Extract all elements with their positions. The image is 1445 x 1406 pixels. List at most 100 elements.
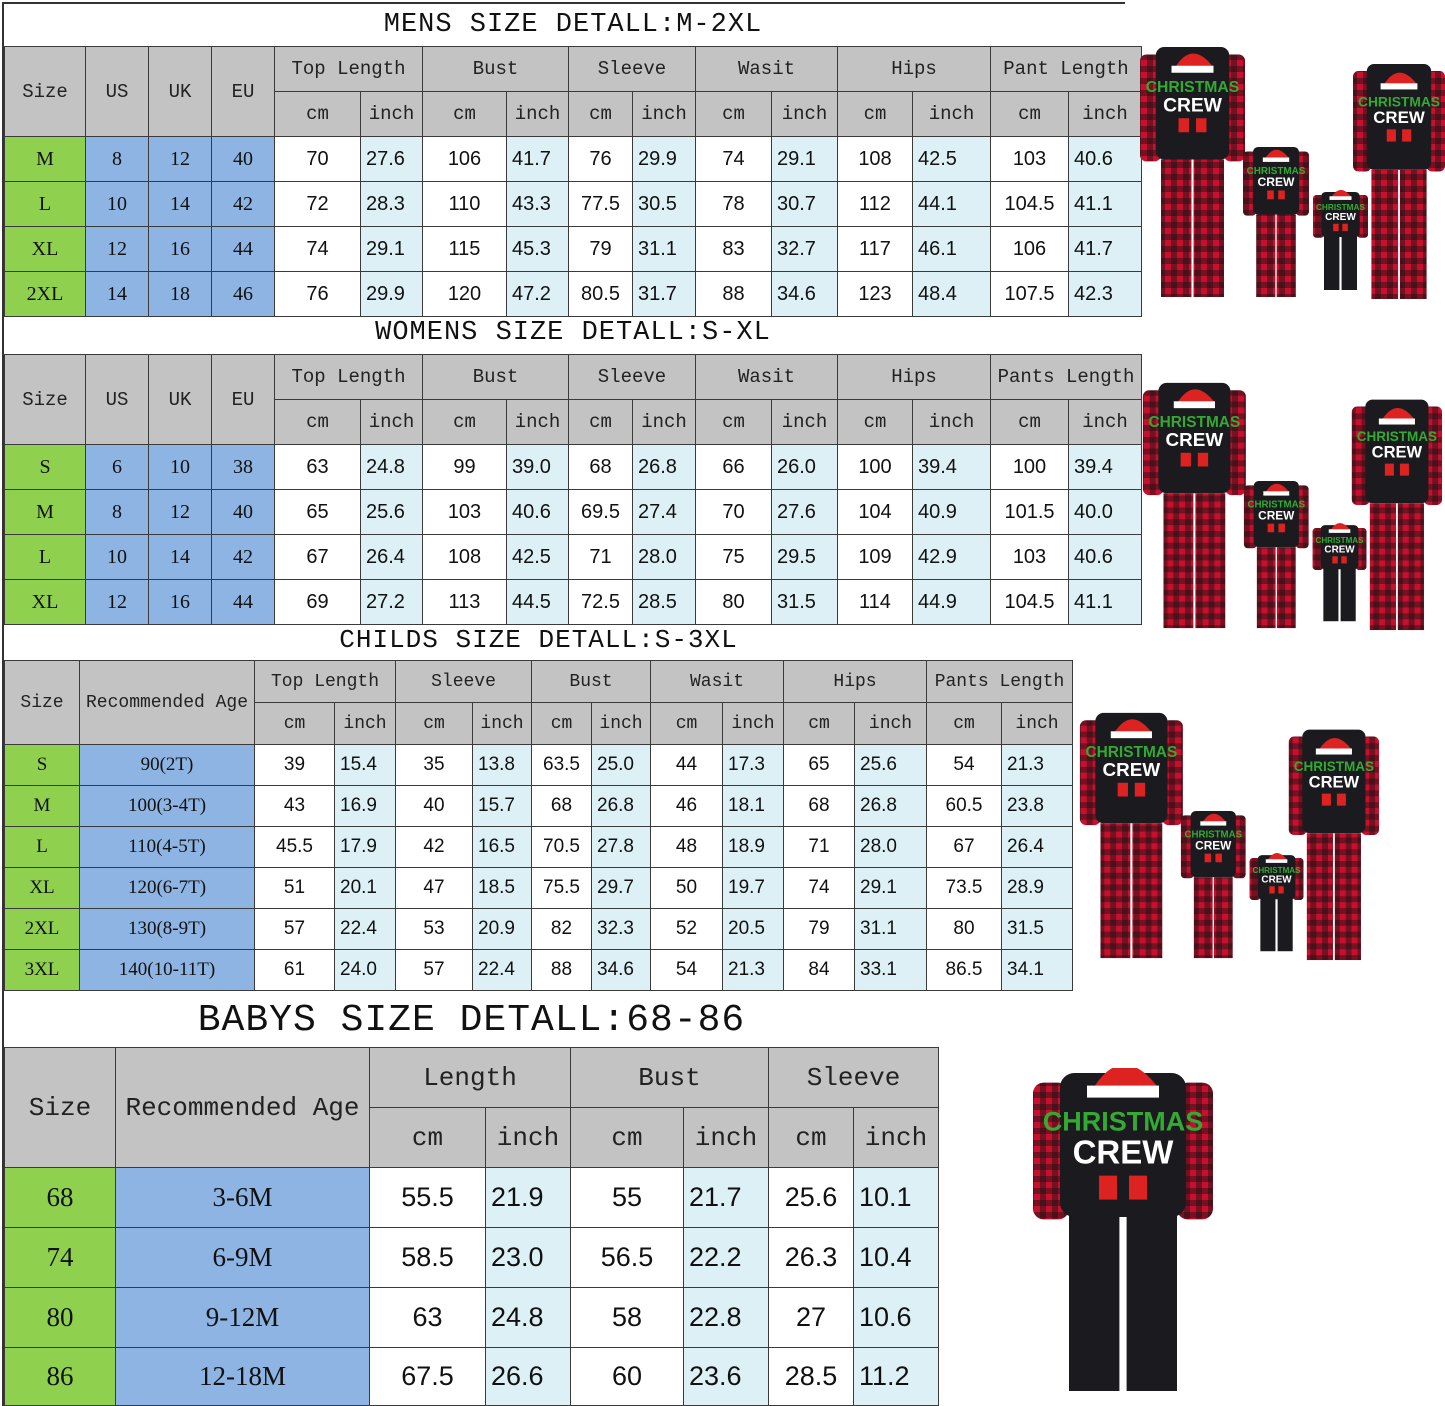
svg-text:CREW: CREW: [1258, 175, 1296, 189]
header-group-hips: Hips: [838, 47, 990, 91]
sleeve-right: [1423, 406, 1443, 506]
inch-value-cell: 40.6: [1069, 535, 1141, 579]
mens-table-grid: Size US UK EU Top Length cm inch Bust cm inch Slee…: [4, 46, 1142, 317]
cm-value-cell: 100: [838, 445, 912, 489]
cm-value-cell: 107.5: [991, 272, 1068, 316]
cm-value-cell: 123: [838, 272, 912, 316]
inch-value-cell: 26.8: [855, 786, 926, 826]
inch-value-cell: 41.7: [507, 137, 568, 181]
cm-value-cell: 80: [927, 909, 1001, 949]
pajama-figure: [1140, 47, 1245, 297]
pant-leg-right: [1276, 547, 1296, 629]
pajama-figure: [1288, 729, 1380, 961]
header-group-sleeve: Sleeve: [769, 1048, 938, 1107]
pajama-figure: [1142, 382, 1246, 629]
inch-value-cell: 32.3: [592, 909, 650, 949]
shirt-body: [1190, 810, 1236, 878]
size-cell: XL: [5, 868, 79, 908]
shirt-body: [1366, 64, 1432, 170]
cm-value-cell: 58.5: [370, 1228, 485, 1287]
inch-value-cell: 41.1: [1069, 580, 1141, 624]
header-unit-inch: inch: [507, 400, 568, 444]
header-unit-inch: inch: [592, 703, 650, 744]
conversion-cell: 14: [86, 272, 148, 316]
inch-value-cell: 42.9: [913, 535, 990, 579]
pant-leg-right: [1193, 159, 1224, 297]
header-unit-cm: cm: [927, 703, 1001, 744]
inch-value-cell: 47.2: [507, 272, 568, 316]
shirt-body: [1252, 147, 1300, 215]
pant-leg-left: [1161, 159, 1192, 297]
cm-value-cell: 74: [275, 227, 360, 271]
childs-table-grid: Size Recommended Age Top Length cm inch Sleev…: [4, 660, 1073, 991]
header-unit-cm: cm: [275, 92, 360, 136]
conversion-cell: 44: [212, 580, 274, 624]
conversion-cell: 38: [212, 445, 274, 489]
svg-text:CREW: CREW: [1073, 1134, 1175, 1171]
cm-value-cell: 44: [651, 745, 722, 785]
cm-value-cell: 27: [769, 1288, 853, 1347]
cm-value-cell: 26.3: [769, 1228, 853, 1287]
pajama-figure: [1243, 480, 1309, 629]
cm-value-cell: 70.5: [532, 827, 591, 867]
cm-value-cell: 68: [784, 786, 854, 826]
inch-value-cell: 20.1: [335, 868, 395, 908]
cm-value-cell: 88: [532, 950, 591, 990]
inch-value-cell: 15.7: [473, 786, 531, 826]
inch-value-cell: 15.4: [335, 745, 395, 785]
cm-value-cell: 110: [423, 182, 506, 226]
svg-text:CREW: CREW: [1195, 838, 1232, 852]
size-cell: 86: [5, 1348, 115, 1405]
chart-frame: [2, 2, 1125, 1406]
cm-value-cell: 99: [423, 445, 506, 489]
age-cell: 12-18M: [116, 1348, 369, 1405]
pant-leg-right: [1334, 833, 1361, 961]
family-pajama-set-mens: CHRISTMASCREWCHRISTMASCREWCHRISTMASCREWC…: [1140, 47, 1445, 299]
cm-value-cell: 84: [784, 950, 854, 990]
family-pajama-set-childs: CHRISTMASCREWCHRISTMASCREWCHRISTMASCREWC…: [1079, 712, 1380, 961]
header-unit-cm: cm: [651, 703, 722, 744]
cm-value-cell: 35: [396, 745, 472, 785]
romper: [1249, 855, 1304, 952]
inch-value-cell: 29.9: [633, 137, 695, 181]
conversion-cell: 12: [86, 580, 148, 624]
header-unit-inch: inch: [1002, 703, 1072, 744]
header-group-hips: Hips: [838, 355, 990, 399]
inch-value-cell: 31.5: [1002, 909, 1072, 949]
cm-value-cell: 100: [991, 445, 1068, 489]
inch-value-cell: 40.9: [913, 490, 990, 534]
header-eu: EU: [212, 355, 274, 444]
cm-value-cell: 114: [838, 580, 912, 624]
svg-text:CHRISTMAS: CHRISTMAS: [1247, 166, 1306, 177]
header-unit-inch: inch: [633, 92, 695, 136]
size-cell: 3XL: [5, 950, 79, 990]
inch-value-cell: 25.6: [855, 745, 926, 785]
svg-text:CREW: CREW: [1103, 759, 1161, 780]
inch-value-cell: 23.8: [1002, 786, 1072, 826]
conversion-cell: 16: [149, 227, 211, 271]
sleeve-left: [1243, 485, 1257, 549]
conversion-cell: 40: [212, 490, 274, 534]
inch-value-cell: 16.5: [473, 827, 531, 867]
size-cell: M: [5, 490, 85, 534]
inch-value-cell: 22.4: [473, 950, 531, 990]
cm-value-cell: 61: [255, 950, 334, 990]
conversion-cell: 10: [86, 182, 148, 226]
childs-table-title: CHILDS SIZE DETALL:S-3XL: [339, 625, 738, 655]
leg-right: [1341, 235, 1357, 290]
svg-text:CREW: CREW: [1309, 773, 1360, 792]
inch-value-cell: 44.5: [507, 580, 568, 624]
inch-value-cell: 10.4: [854, 1228, 938, 1287]
inch-value-cell: 23.0: [486, 1228, 570, 1287]
header-group-sleeve: Sleeve: [396, 661, 531, 702]
cm-value-cell: 101.5: [991, 490, 1068, 534]
inch-value-cell: 31.5: [772, 580, 837, 624]
pant-leg-right: [1276, 214, 1296, 297]
conversion-cell: 12: [149, 137, 211, 181]
shirt-body: [1302, 729, 1366, 834]
cm-value-cell: 54: [927, 745, 1001, 785]
cm-value-cell: 73.5: [927, 868, 1001, 908]
inch-value-cell: 26.4: [361, 535, 422, 579]
